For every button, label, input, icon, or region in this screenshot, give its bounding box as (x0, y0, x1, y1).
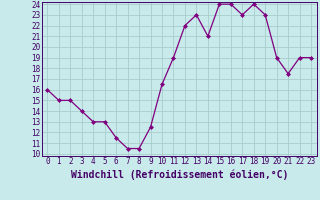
X-axis label: Windchill (Refroidissement éolien,°C): Windchill (Refroidissement éolien,°C) (70, 169, 288, 180)
